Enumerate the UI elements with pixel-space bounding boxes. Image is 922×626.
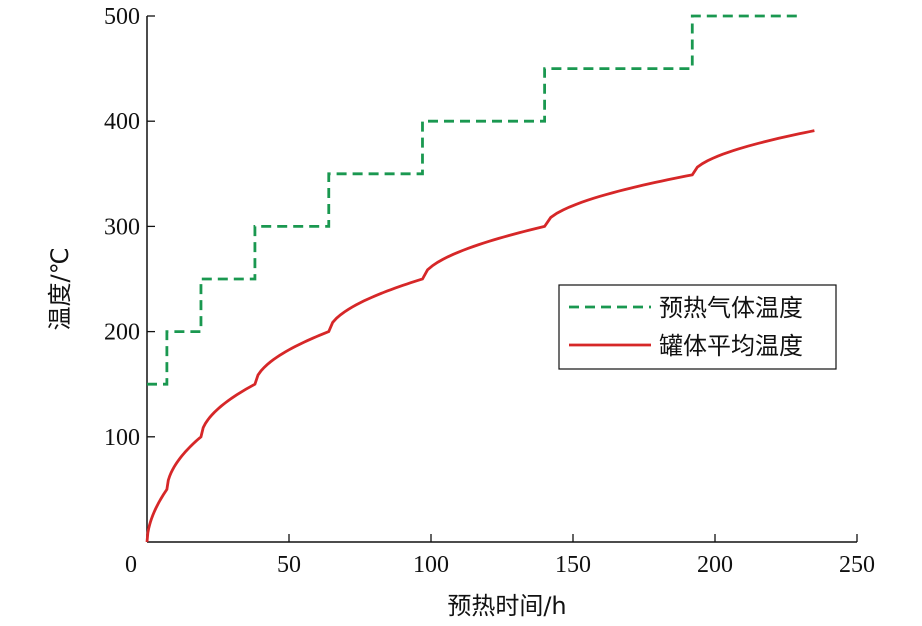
- x-tick-label: 0: [125, 552, 137, 578]
- x-tick-label: 150: [555, 552, 591, 578]
- x-axis-title: 预热时间/h: [447, 592, 566, 620]
- legend-box: [558, 284, 837, 370]
- series-line-preheat-gas: [147, 14, 801, 386]
- x-tick-label: 100: [413, 552, 449, 578]
- y-axis-title: 温度/℃: [46, 247, 74, 330]
- y-tick-label: 200: [104, 320, 140, 346]
- y-tick-label: 100: [104, 425, 140, 451]
- y-tick-label: 300: [104, 214, 140, 240]
- legend: 预热气体温度 罐体平均温度: [558, 284, 837, 370]
- y-tick-label: 400: [104, 109, 140, 135]
- x-tick-label: 250: [839, 552, 875, 578]
- legend-label-tank-average: 罐体平均温度: [659, 332, 803, 360]
- legend-label-preheat-gas: 预热气体温度: [659, 294, 803, 322]
- x-tick-label: 200: [697, 552, 733, 578]
- x-tick-label: 50: [277, 552, 301, 578]
- y-tick-label: 500: [104, 4, 140, 30]
- axes: 0 50 100 150 200 250 100 200 300 400 500: [104, 4, 875, 578]
- series-layer: [145, 14, 815, 543]
- series-line-tank-average: [145, 129, 815, 543]
